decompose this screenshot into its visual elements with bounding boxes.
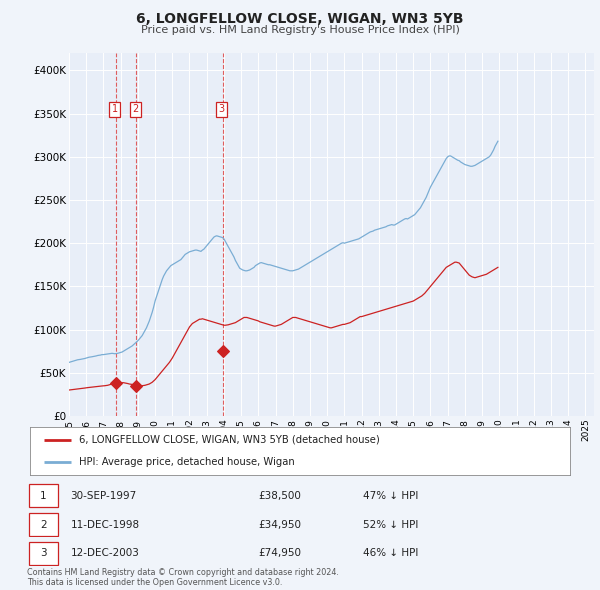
Text: 30-SEP-1997: 30-SEP-1997 (70, 491, 137, 500)
Text: Price paid vs. HM Land Registry's House Price Index (HPI): Price paid vs. HM Land Registry's House … (140, 25, 460, 35)
Point (218, 346, 227, 356)
FancyBboxPatch shape (29, 484, 58, 507)
Point (112, 378, 121, 388)
Text: 2: 2 (132, 104, 138, 114)
Text: 11-DEC-1998: 11-DEC-1998 (70, 520, 140, 529)
Point (131, 381, 141, 391)
Text: 12-DEC-2003: 12-DEC-2003 (70, 549, 139, 558)
Text: 47% ↓ HPI: 47% ↓ HPI (363, 491, 418, 500)
Text: HPI: Average price, detached house, Wigan: HPI: Average price, detached house, Wiga… (79, 457, 295, 467)
Text: £38,500: £38,500 (259, 491, 301, 500)
FancyBboxPatch shape (29, 513, 58, 536)
FancyBboxPatch shape (29, 542, 58, 565)
Text: 6, LONGFELLOW CLOSE, WIGAN, WN3 5YB (detached house): 6, LONGFELLOW CLOSE, WIGAN, WN3 5YB (det… (79, 435, 379, 445)
Text: 3: 3 (40, 549, 47, 558)
Text: 6, LONGFELLOW CLOSE, WIGAN, WN3 5YB: 6, LONGFELLOW CLOSE, WIGAN, WN3 5YB (136, 12, 464, 26)
Text: 52% ↓ HPI: 52% ↓ HPI (363, 520, 418, 529)
Text: 1: 1 (112, 104, 118, 114)
Text: Contains HM Land Registry data © Crown copyright and database right 2024.
This d: Contains HM Land Registry data © Crown c… (27, 568, 339, 587)
Text: £74,950: £74,950 (259, 549, 301, 558)
Text: £34,950: £34,950 (259, 520, 301, 529)
Text: 2: 2 (40, 520, 47, 529)
Text: 46% ↓ HPI: 46% ↓ HPI (363, 549, 418, 558)
Text: 3: 3 (218, 104, 224, 114)
Text: 1: 1 (40, 491, 47, 500)
